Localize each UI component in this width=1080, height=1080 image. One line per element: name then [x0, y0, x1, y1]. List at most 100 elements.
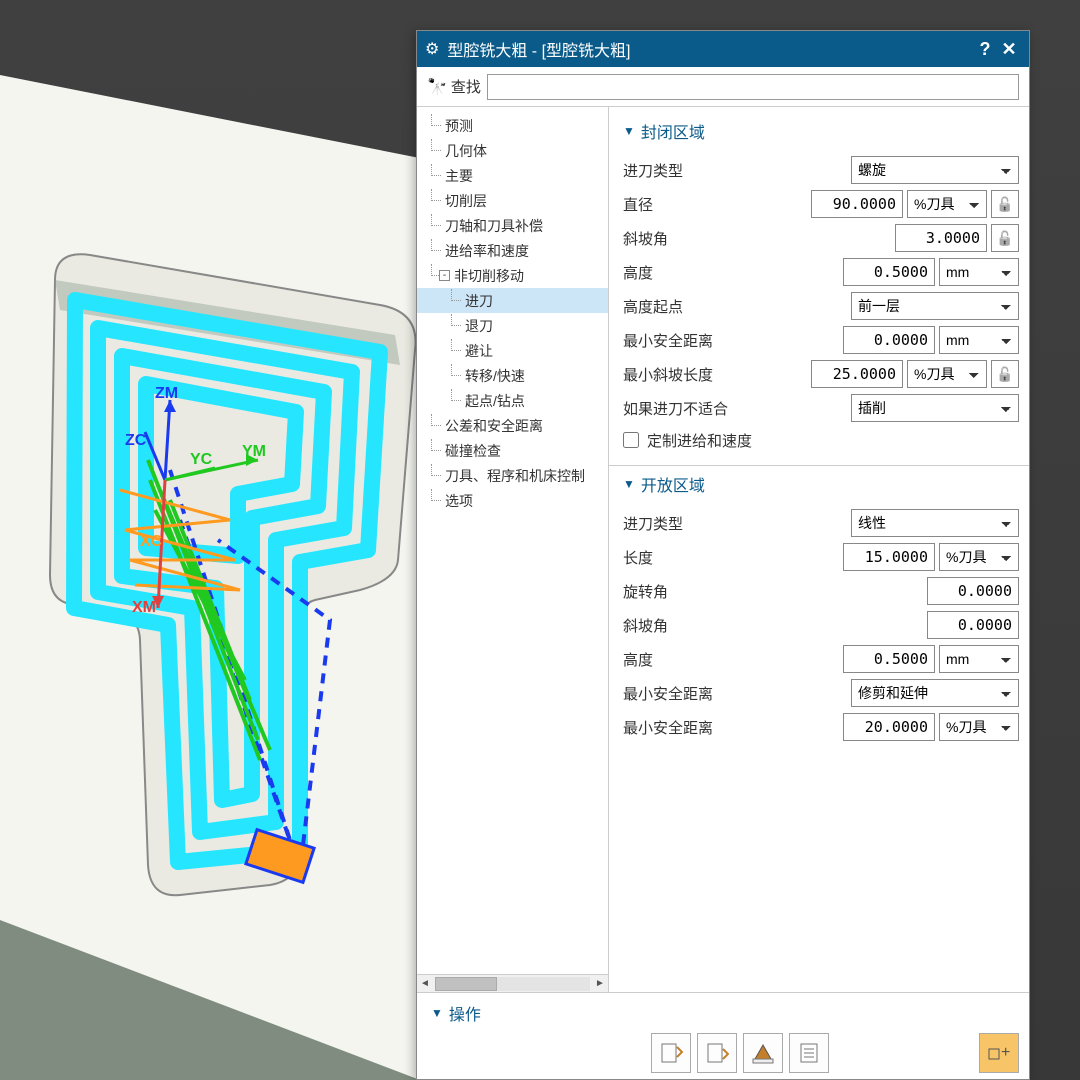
value-select[interactable]: 修剪和延伸	[851, 679, 1019, 707]
value-select[interactable]: 线性	[851, 509, 1019, 537]
tree-item[interactable]: 刀轴和刀具补偿	[417, 213, 608, 238]
value-input[interactable]	[811, 360, 903, 388]
chevron-down-icon: ▼	[623, 124, 635, 138]
tree-item-label: 选项	[445, 491, 473, 511]
unit-select[interactable]: mm	[939, 326, 1019, 354]
tree-item[interactable]: 退刀	[417, 313, 608, 338]
replay-button[interactable]	[697, 1033, 737, 1073]
param-label: 进刀类型	[623, 513, 851, 534]
section-open-region[interactable]: ▼ 开放区域	[623, 472, 1019, 496]
lock-button[interactable]	[991, 190, 1019, 218]
param-row: 高度 mm	[623, 255, 1019, 289]
help-button[interactable]	[973, 39, 997, 60]
custom-feed-checkbox[interactable]	[623, 432, 639, 448]
svg-text:YC: YC	[190, 451, 213, 468]
param-label: 长度	[623, 547, 843, 568]
value-input[interactable]	[843, 258, 935, 286]
svg-text:YM: YM	[242, 443, 266, 460]
tree-item-label: 公差和安全距离	[445, 416, 543, 436]
value-select[interactable]: 前一层	[851, 292, 1019, 320]
tree-item[interactable]: 避让	[417, 338, 608, 363]
value-input[interactable]	[895, 224, 987, 252]
tree-item[interactable]: 起点/钻点	[417, 388, 608, 413]
tree-hscroll[interactable]: ◄►	[417, 974, 608, 992]
tree-item-label: 退刀	[465, 316, 493, 336]
param-row: 如果进刀不适合插削	[623, 391, 1019, 425]
tree-item[interactable]: 刀具、程序和机床控制	[417, 463, 608, 488]
tree-item-label: 刀具、程序和机床控制	[445, 466, 585, 486]
titlebar[interactable]: 型腔铣大粗 - [型腔铣大粗]	[417, 31, 1029, 67]
tree-item[interactable]: -非切削移动	[417, 263, 608, 288]
tree-item-label: 避让	[465, 341, 493, 361]
svg-text:XM: XM	[132, 599, 156, 616]
svg-text:+: +	[1001, 1044, 1010, 1061]
tree-item[interactable]: 碰撞检查	[417, 438, 608, 463]
param-label: 如果进刀不适合	[623, 398, 851, 419]
tree-item-label: 进刀	[465, 291, 493, 311]
binoculars-icon	[427, 76, 447, 97]
tree-item[interactable]: 切削层	[417, 188, 608, 213]
param-row: 高度 mm	[623, 642, 1019, 676]
param-label: 高度起点	[623, 296, 851, 317]
unit-select[interactable]: %刀具	[939, 713, 1019, 741]
unit-select[interactable]: %刀具	[907, 360, 987, 388]
tree-item[interactable]: 转移/快速	[417, 363, 608, 388]
param-row: 最小安全距离%刀具	[623, 710, 1019, 744]
unit-select[interactable]: mm	[939, 258, 1019, 286]
tree-item[interactable]: 几何体	[417, 138, 608, 163]
value-input[interactable]	[843, 713, 935, 741]
value-input[interactable]	[811, 190, 903, 218]
unit-select[interactable]: mm	[939, 645, 1019, 673]
footer: ▼ 操作 +	[417, 992, 1029, 1079]
list-button[interactable]	[789, 1033, 829, 1073]
confirm-button[interactable]: +	[979, 1033, 1019, 1073]
param-row: 斜坡角	[623, 221, 1019, 255]
param-label: 高度	[623, 262, 843, 283]
param-label: 直径	[623, 194, 811, 215]
search-label: 查找	[451, 76, 481, 97]
search-input[interactable]	[487, 74, 1019, 100]
generate-button[interactable]	[651, 1033, 691, 1073]
param-label: 最小安全距离	[623, 683, 851, 704]
svg-text:ZM: ZM	[155, 385, 178, 402]
value-input[interactable]	[843, 543, 935, 571]
svg-text:XC: XC	[140, 533, 163, 550]
value-input[interactable]	[843, 326, 935, 354]
close-button[interactable]	[997, 39, 1021, 60]
section-closed-region[interactable]: ▼ 封闭区域	[623, 119, 1019, 143]
param-label: 斜坡角	[623, 228, 895, 249]
value-select[interactable]: 螺旋	[851, 156, 1019, 184]
chevron-down-icon: ▼	[431, 1006, 443, 1020]
value-input[interactable]	[843, 645, 935, 673]
value-input[interactable]	[927, 577, 1019, 605]
tree-item[interactable]: 预测	[417, 113, 608, 138]
param-label: 旋转角	[623, 581, 927, 602]
unit-select[interactable]: %刀具	[907, 190, 987, 218]
value-input[interactable]	[927, 611, 1019, 639]
tree-expander[interactable]: -	[439, 270, 450, 281]
section-actions[interactable]: ▼ 操作	[431, 1001, 1019, 1025]
section-title: 开放区域	[641, 472, 705, 496]
unit-select[interactable]: %刀具	[939, 543, 1019, 571]
tree-item[interactable]: 主要	[417, 163, 608, 188]
tree-item[interactable]: 进刀	[417, 288, 608, 313]
param-row: 最小斜坡长度%刀具	[623, 357, 1019, 391]
tree-item-label: 起点/钻点	[465, 391, 525, 411]
param-label: 进刀类型	[623, 160, 851, 181]
tree-item[interactable]: 公差和安全距离	[417, 413, 608, 438]
tree-item[interactable]: 选项	[417, 488, 608, 513]
tree-item[interactable]: 进给率和速度	[417, 238, 608, 263]
nav-tree[interactable]: 预测几何体主要切削层刀轴和刀具补偿进给率和速度-非切削移动进刀退刀避让转移/快速…	[417, 107, 609, 992]
value-select[interactable]: 插削	[851, 394, 1019, 422]
tree-item-label: 预测	[445, 116, 473, 136]
params-panel: ▼ 封闭区域 进刀类型螺旋直径%刀具斜坡角高度mm高度起点前一层最小安全距离mm…	[609, 107, 1029, 992]
param-row: 进刀类型线性	[623, 506, 1019, 540]
param-row: 进刀类型螺旋	[623, 153, 1019, 187]
param-label: 高度	[623, 649, 843, 670]
param-row: 最小安全距离修剪和延伸	[623, 676, 1019, 710]
lock-button[interactable]	[991, 360, 1019, 388]
verify-button[interactable]	[743, 1033, 783, 1073]
param-row: 旋转角	[623, 574, 1019, 608]
param-label: 最小安全距离	[623, 330, 843, 351]
lock-button[interactable]	[991, 224, 1019, 252]
